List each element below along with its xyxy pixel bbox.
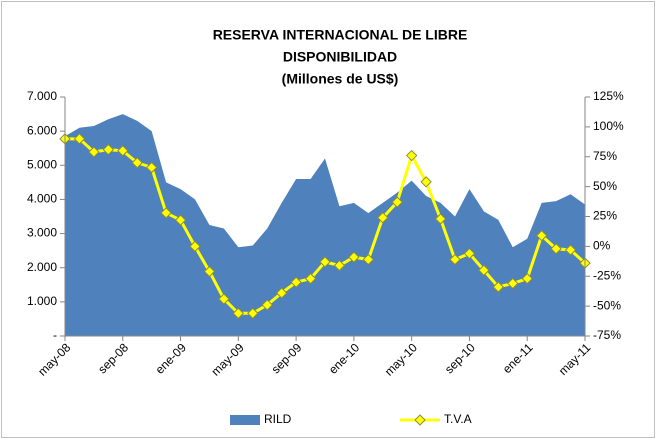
marker: [131, 157, 143, 169]
marker: [189, 240, 201, 253]
marker: [362, 253, 375, 266]
y2-tick-label: -75%: [593, 328, 621, 342]
marker: [463, 247, 476, 260]
marker: [88, 146, 100, 158]
marker: [261, 299, 273, 311]
marker: [492, 281, 505, 293]
marker: [550, 243, 562, 255]
y-tick-label: 2.000: [27, 260, 57, 274]
marker: [290, 276, 302, 288]
marker: [449, 253, 461, 266]
y-tick-label: 5.000: [27, 157, 57, 171]
y-tick-label: 1.000: [27, 294, 57, 308]
marker: [478, 264, 490, 276]
marker: [102, 143, 115, 156]
marker: [521, 272, 533, 285]
marker: [232, 307, 245, 320]
y2-tick-label: 100%: [593, 119, 624, 133]
marker: [117, 145, 129, 157]
marker: [218, 293, 230, 305]
y2-tick-label: 50%: [593, 179, 617, 193]
marker: [535, 229, 548, 242]
marker: [564, 244, 577, 256]
marker: [203, 265, 216, 278]
marker: [145, 161, 158, 174]
marker: [420, 176, 432, 188]
y2-tick-label: -50%: [593, 298, 621, 312]
y2-tick-label: 75%: [593, 149, 617, 163]
y-tick-label: -: [53, 328, 57, 342]
chart-subtitle: (Millones de US$): [282, 71, 399, 87]
marker: [160, 207, 172, 219]
legend-swatch: [414, 414, 426, 426]
marker: [377, 211, 389, 224]
marker: [434, 213, 447, 225]
y2-tick-label: 25%: [593, 209, 617, 223]
legend-swatch: [230, 415, 260, 425]
area: [65, 114, 585, 336]
marker: [405, 149, 418, 162]
chart-title: RESERVA INTERNACIONAL DE LIBRE: [213, 27, 468, 43]
marker: [319, 256, 331, 268]
marker: [304, 272, 317, 285]
y-tick-label: 7.000: [27, 89, 57, 103]
marker: [174, 214, 187, 226]
marker: [348, 251, 360, 263]
y-tick-label: 6.000: [27, 123, 57, 137]
y-tick-label: 4.000: [27, 192, 57, 206]
marker: [391, 196, 403, 208]
marker: [247, 307, 259, 320]
marker: [275, 287, 288, 299]
marker: [507, 277, 519, 290]
marker: [73, 133, 86, 145]
marker: [333, 259, 346, 272]
y2-tick-label: 0%: [593, 239, 611, 253]
y2-tick-label: 125%: [593, 89, 624, 103]
legend-label: T.V.A: [444, 412, 472, 426]
y2-tick-label: -25%: [593, 268, 621, 282]
chart-title: DISPONIBILIDAD: [283, 49, 397, 65]
legend-label: RILD: [264, 412, 292, 426]
y-tick-label: 3.000: [27, 226, 57, 240]
